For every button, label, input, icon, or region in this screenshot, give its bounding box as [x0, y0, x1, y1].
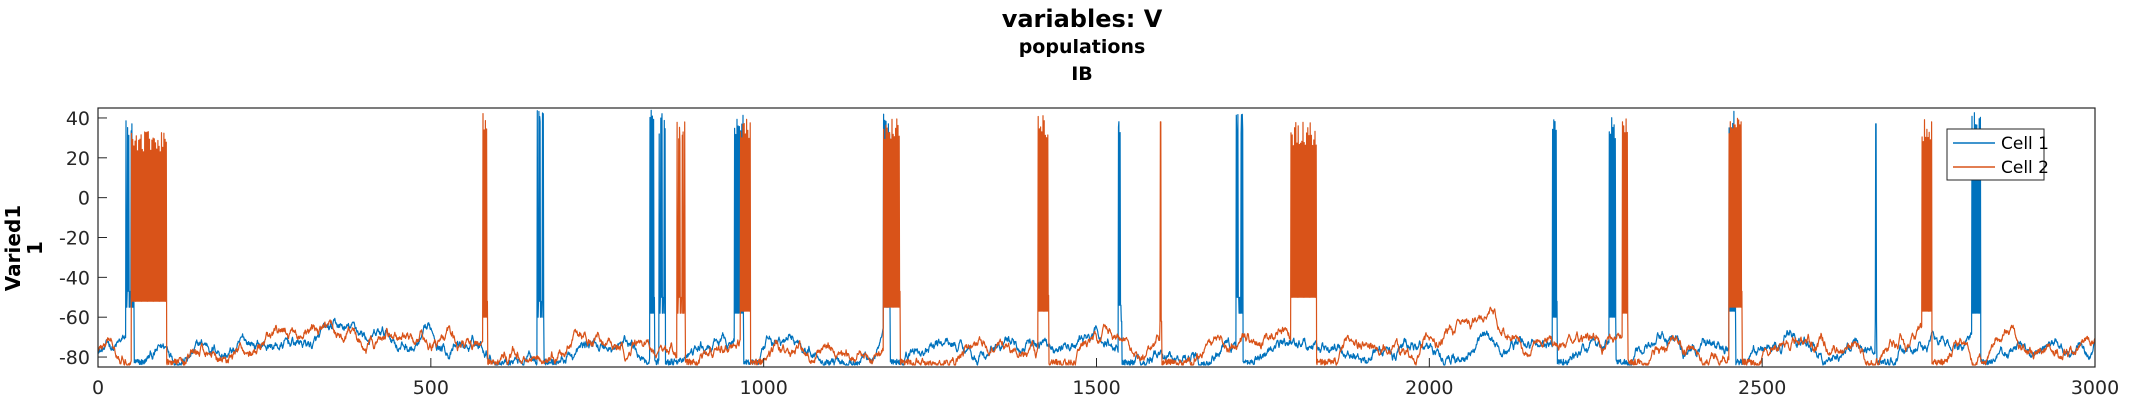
y-tick-label: 0 [78, 188, 90, 210]
chart-title: variables: V [1002, 5, 1163, 33]
x-tick-label: 0 [92, 377, 104, 399]
y-tick-label: -20 [59, 228, 90, 250]
legend-label-cell2: Cell 2 [2001, 158, 2049, 178]
x-tick-label: 2500 [1738, 377, 1786, 399]
series-layer [98, 109, 2095, 366]
x-tick-label: 2000 [1405, 377, 1453, 399]
series-line-cell2 [98, 113, 2095, 366]
legend: Cell 1 Cell 2 [1946, 128, 2049, 181]
y-axis-label-line1: Varied1 [1, 205, 25, 291]
x-tick-label: 1500 [1072, 377, 1120, 399]
y-axis-label-line2: 1 [23, 241, 47, 255]
y-tick-label: -40 [59, 267, 90, 289]
y-tick-label: 40 [66, 108, 90, 130]
x-axis: 0 500 1000 1500 2000 2500 3000 [92, 358, 2119, 399]
x-tick-label: 3000 [2071, 377, 2119, 399]
y-tick-label: -60 [59, 307, 90, 329]
y-axis: -80 -60 -40 -20 0 20 40 [59, 108, 107, 369]
series-line-cell1 [98, 109, 2095, 366]
x-tick-label: 500 [413, 377, 449, 399]
legend-label-cell1: Cell 1 [2001, 134, 2049, 154]
y-tick-label: -80 [59, 347, 90, 369]
chart-subtitle-2: IB [1071, 63, 1093, 85]
chart-subtitle: populations [1019, 36, 1146, 58]
legend-box [1946, 128, 2045, 181]
x-tick-label: 1000 [739, 377, 787, 399]
y-tick-label: 20 [66, 148, 90, 170]
